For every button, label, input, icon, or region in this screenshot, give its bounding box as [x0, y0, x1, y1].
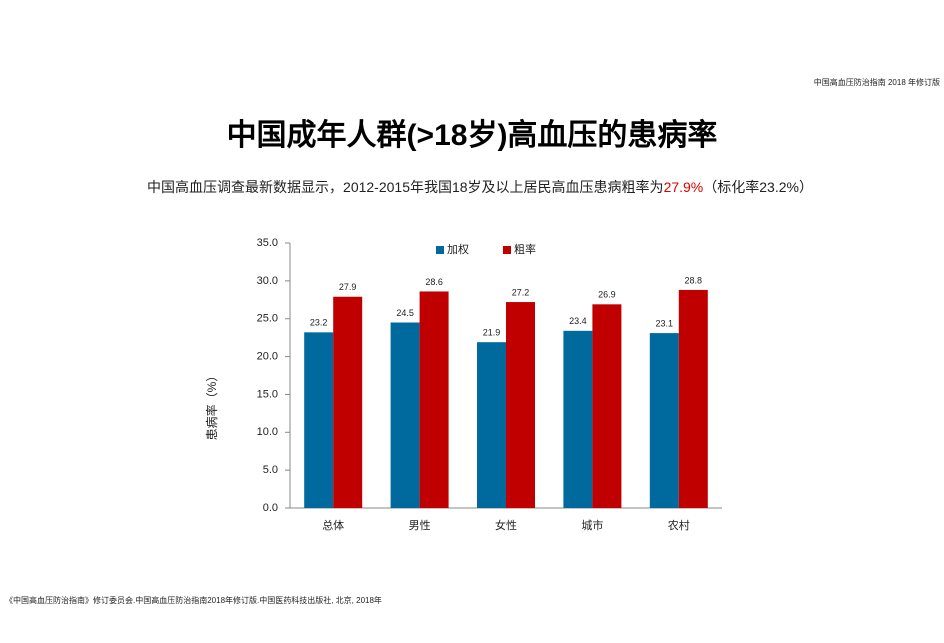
value-label: 23.2 [310, 318, 328, 328]
header-note: 中国高血压防治指南 2018 年修订版 [814, 77, 940, 87]
x-tick-label: 女性 [495, 518, 517, 532]
bar [390, 322, 420, 508]
x-tick-label: 农村 [668, 518, 690, 532]
subtitle-highlight: 27.9% [664, 179, 704, 195]
x-tick-label: 男性 [409, 518, 431, 532]
y-tick-label: 20.0 [257, 350, 278, 362]
y-tick-label: 10.0 [257, 426, 278, 438]
y-tick-label: 35.0 [257, 237, 278, 249]
value-label: 24.5 [396, 308, 414, 318]
y-tick-label: 0.0 [263, 502, 278, 514]
y-tick-label: 15.0 [257, 388, 278, 400]
value-label: 28.6 [425, 277, 443, 287]
y-tick-label: 25.0 [257, 313, 278, 325]
value-label: 27.2 [512, 287, 530, 297]
bar [563, 330, 593, 508]
subtitle-part: （标化率23.2%） [703, 179, 813, 195]
chart-title: 中国成年人群(>18岁)高血压的患病率 [227, 119, 718, 152]
bar [592, 304, 622, 508]
bar [419, 291, 449, 508]
x-tick-label: 城市 [581, 518, 603, 532]
legend-swatch [436, 246, 444, 254]
legend-label: 加权 [447, 243, 469, 256]
x-tick-label: 总体 [322, 518, 344, 532]
legend-label: 粗率 [514, 242, 536, 256]
bar [477, 342, 506, 508]
value-label: 27.9 [339, 282, 357, 292]
bar [678, 289, 708, 508]
y-tick-label: 5.0 [263, 464, 278, 476]
legend-swatch [503, 246, 511, 254]
bar [649, 333, 679, 508]
y-axis-label: 患病率（%） [204, 370, 219, 441]
footer: 《中国高血压防治指南》修订委员会.中国高血压防治指南2018年修订版.中国医药科… [5, 595, 382, 605]
value-label: 21.9 [483, 328, 501, 338]
y-tick-label: 30.0 [257, 275, 278, 287]
value-label: 28.8 [685, 275, 703, 285]
subtitle: 中国高血压调查最新数据显示，2012-2015年我国18岁及以上居民高血压患病粗… [147, 179, 813, 195]
bar [304, 332, 334, 508]
bar [333, 296, 363, 508]
subtitle-part: 中国高血压调查最新数据显示，2012-2015年我国18岁及以上居民高血压患病粗… [147, 179, 664, 195]
value-label: 23.4 [569, 316, 587, 326]
value-label: 23.1 [656, 318, 674, 328]
bar [506, 302, 535, 508]
value-label: 26.9 [598, 290, 616, 300]
